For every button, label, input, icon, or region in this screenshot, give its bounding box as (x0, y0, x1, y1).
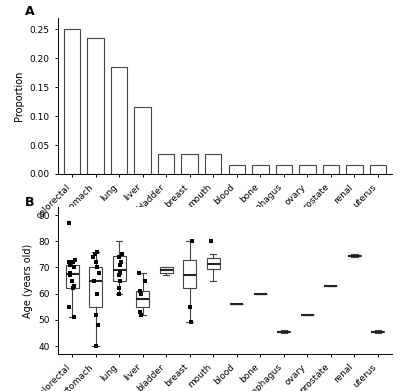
Point (137, 288, 143, 294)
Point (189, 238, 195, 244)
Bar (134, 108, 151, 174)
Bar (299, 165, 316, 174)
Point (187, 303, 193, 310)
Point (118, 259, 124, 265)
Point (71, 314, 77, 320)
Point (93, 312, 100, 318)
Bar (346, 165, 362, 174)
Point (66, 259, 72, 265)
Y-axis label: Age (years old): Age (years old) (23, 244, 33, 317)
Point (66, 262, 73, 268)
PathPatch shape (183, 260, 196, 289)
Bar (182, 154, 198, 174)
Point (94, 264, 100, 271)
Point (116, 285, 122, 292)
Y-axis label: Proportion: Proportion (14, 71, 24, 121)
Point (119, 251, 125, 258)
Point (69, 278, 75, 284)
Bar (370, 165, 386, 174)
Point (188, 319, 194, 326)
Point (72, 256, 78, 263)
Bar (228, 165, 245, 174)
PathPatch shape (372, 331, 384, 332)
Point (66, 303, 72, 310)
Point (117, 278, 123, 284)
Point (208, 238, 214, 244)
Bar (205, 154, 222, 174)
PathPatch shape (207, 258, 220, 269)
Point (92, 343, 99, 349)
Text: A: A (24, 5, 34, 18)
PathPatch shape (89, 267, 102, 307)
Point (136, 309, 143, 315)
Point (142, 278, 148, 284)
Point (116, 272, 122, 278)
PathPatch shape (277, 331, 290, 332)
Point (91, 278, 97, 284)
Point (71, 264, 77, 271)
Bar (252, 165, 268, 174)
Bar (111, 67, 127, 174)
Point (67, 272, 73, 278)
Text: B: B (24, 196, 34, 208)
Point (67, 269, 73, 276)
PathPatch shape (136, 291, 149, 307)
Point (136, 269, 143, 276)
Point (116, 291, 122, 297)
PathPatch shape (348, 255, 361, 256)
Point (138, 291, 144, 297)
PathPatch shape (66, 265, 78, 288)
Point (70, 259, 77, 265)
PathPatch shape (160, 267, 173, 273)
X-axis label: Cancers: Cancers (203, 229, 247, 239)
Point (116, 254, 122, 260)
PathPatch shape (113, 256, 126, 281)
Point (138, 312, 145, 318)
Point (92, 251, 98, 258)
Point (93, 259, 99, 265)
Point (94, 291, 100, 297)
Point (117, 262, 123, 268)
Point (70, 285, 76, 292)
Point (66, 220, 72, 226)
Point (71, 283, 77, 289)
Bar (158, 154, 174, 174)
Point (94, 249, 100, 255)
Point (95, 322, 101, 328)
Bar (276, 165, 292, 174)
Point (117, 269, 124, 276)
Bar (64, 29, 80, 174)
Bar (88, 38, 104, 174)
Point (95, 269, 102, 276)
Point (90, 254, 96, 260)
Bar (323, 165, 339, 174)
